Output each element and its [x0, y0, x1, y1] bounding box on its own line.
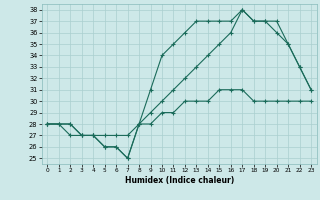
X-axis label: Humidex (Indice chaleur): Humidex (Indice chaleur): [124, 176, 234, 185]
